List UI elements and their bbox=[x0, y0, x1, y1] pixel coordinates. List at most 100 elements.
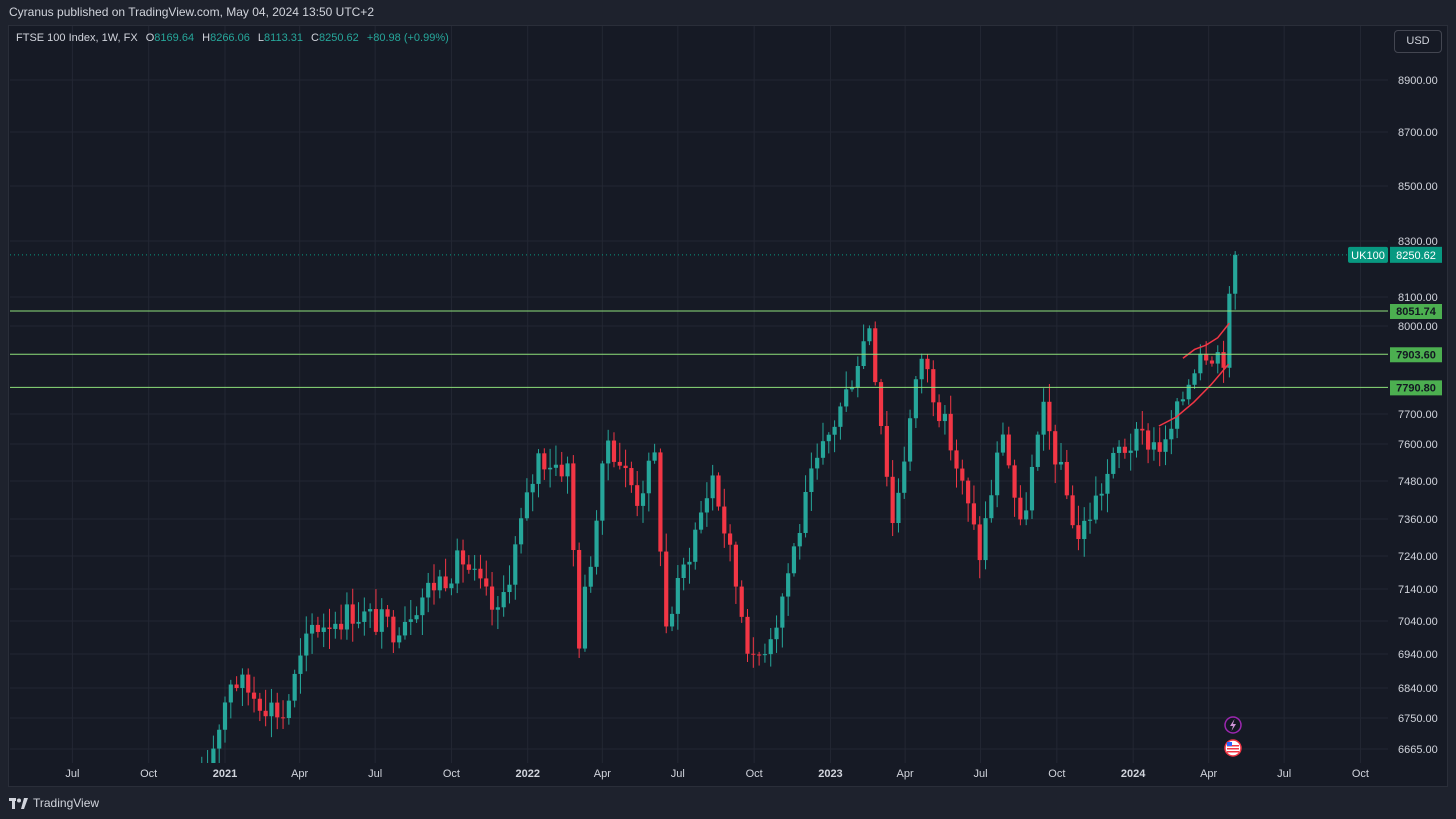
candle-body bbox=[280, 717, 286, 719]
x-tick-label: Jul bbox=[974, 768, 988, 780]
candle-body bbox=[449, 583, 454, 589]
candle-body bbox=[762, 654, 768, 656]
candle-body bbox=[1058, 461, 1064, 465]
candle bbox=[1076, 505, 1081, 551]
legend-high: 8266.06 bbox=[210, 32, 250, 44]
candle-body bbox=[1093, 495, 1098, 520]
candle bbox=[292, 669, 297, 708]
candle-body bbox=[739, 586, 744, 617]
candle-body bbox=[1000, 434, 1006, 453]
candle-body bbox=[942, 413, 947, 422]
candle bbox=[873, 321, 878, 386]
candle-body bbox=[327, 627, 332, 629]
candle-body bbox=[1087, 519, 1093, 521]
candle bbox=[234, 676, 239, 692]
candle bbox=[878, 378, 884, 435]
candle bbox=[948, 395, 953, 461]
candle-body bbox=[832, 426, 837, 435]
candle bbox=[1227, 286, 1232, 378]
candle bbox=[704, 482, 709, 527]
candle-body bbox=[1169, 428, 1174, 440]
candle bbox=[251, 676, 257, 713]
candle bbox=[478, 554, 483, 589]
candle-body bbox=[478, 568, 483, 579]
y-tick-label: 6665.00 bbox=[1398, 744, 1438, 756]
candle bbox=[739, 580, 744, 623]
candle bbox=[455, 538, 460, 594]
candle-body bbox=[1140, 428, 1145, 431]
candle-body bbox=[803, 491, 808, 533]
candle bbox=[1012, 459, 1017, 517]
candle bbox=[565, 456, 570, 494]
candle-body bbox=[518, 518, 524, 545]
candle bbox=[1128, 433, 1133, 471]
candle-body bbox=[658, 452, 663, 552]
candle-body bbox=[385, 609, 390, 617]
candle-body bbox=[460, 550, 466, 565]
candle bbox=[722, 488, 727, 548]
x-tick-label: Oct bbox=[746, 768, 763, 780]
x-tick-label: 2021 bbox=[213, 768, 237, 780]
candle bbox=[611, 432, 617, 468]
candle-body bbox=[907, 418, 913, 462]
candle-body bbox=[704, 498, 709, 513]
x-tick-label: Jul bbox=[671, 768, 685, 780]
candle-body bbox=[1151, 442, 1156, 450]
legend-symbol: FTSE 100 Index, 1W, FX bbox=[16, 32, 138, 44]
candle bbox=[1093, 476, 1098, 524]
legend-change: +80.98 (+0.99%) bbox=[366, 32, 449, 44]
candle-body bbox=[356, 621, 361, 624]
candle bbox=[1070, 485, 1075, 529]
candle bbox=[1140, 411, 1145, 445]
currency-button[interactable]: USD bbox=[1394, 30, 1442, 53]
candle-body bbox=[1012, 465, 1017, 498]
candle-body bbox=[582, 586, 588, 649]
candle bbox=[257, 692, 262, 722]
candle bbox=[385, 605, 390, 628]
candle-body bbox=[681, 564, 686, 579]
candle bbox=[327, 608, 332, 649]
candle bbox=[890, 460, 895, 537]
tradingview-logo[interactable]: TradingView bbox=[9, 796, 99, 810]
x-tick-label: Oct bbox=[140, 768, 157, 780]
candle bbox=[1082, 507, 1087, 557]
candle-body bbox=[1111, 452, 1116, 474]
candle-body bbox=[1082, 520, 1087, 540]
candle-body bbox=[966, 480, 971, 504]
y-tick-label: 7040.00 bbox=[1398, 616, 1438, 628]
legend-low-label: L bbox=[257, 32, 265, 44]
candle bbox=[937, 394, 942, 428]
candle-body bbox=[397, 635, 402, 643]
x-tick-label: 2022 bbox=[515, 768, 539, 780]
candle-body bbox=[1163, 439, 1168, 452]
candle bbox=[844, 371, 849, 412]
ohlc-legend: FTSE 100 Index, 1W, FX O8169.64 H8266.06… bbox=[16, 32, 449, 44]
candle-body bbox=[1116, 446, 1122, 453]
candle-body bbox=[937, 402, 942, 422]
candle-body bbox=[350, 604, 355, 624]
candle bbox=[629, 461, 634, 493]
candle bbox=[942, 405, 947, 435]
level-price-tag-label: 8051.74 bbox=[1396, 306, 1437, 318]
candle bbox=[855, 356, 860, 398]
candle-body bbox=[617, 461, 622, 466]
candle-body bbox=[675, 578, 680, 614]
candle bbox=[1029, 454, 1035, 519]
candle-body bbox=[513, 544, 518, 585]
candle-body bbox=[815, 457, 820, 469]
candle bbox=[1035, 431, 1040, 471]
candle-body bbox=[489, 586, 495, 610]
candle bbox=[710, 464, 715, 511]
chart-frame[interactable] bbox=[8, 25, 1448, 787]
candle bbox=[1058, 443, 1064, 470]
candle bbox=[902, 446, 907, 499]
candle bbox=[373, 589, 379, 636]
last-price-tag bbox=[1390, 246, 1442, 263]
candle bbox=[907, 409, 913, 471]
candle-body bbox=[524, 492, 529, 519]
candle-body bbox=[849, 387, 855, 390]
candle bbox=[217, 724, 222, 763]
x-tick-label: 2023 bbox=[818, 768, 842, 780]
candle-body bbox=[472, 568, 477, 570]
